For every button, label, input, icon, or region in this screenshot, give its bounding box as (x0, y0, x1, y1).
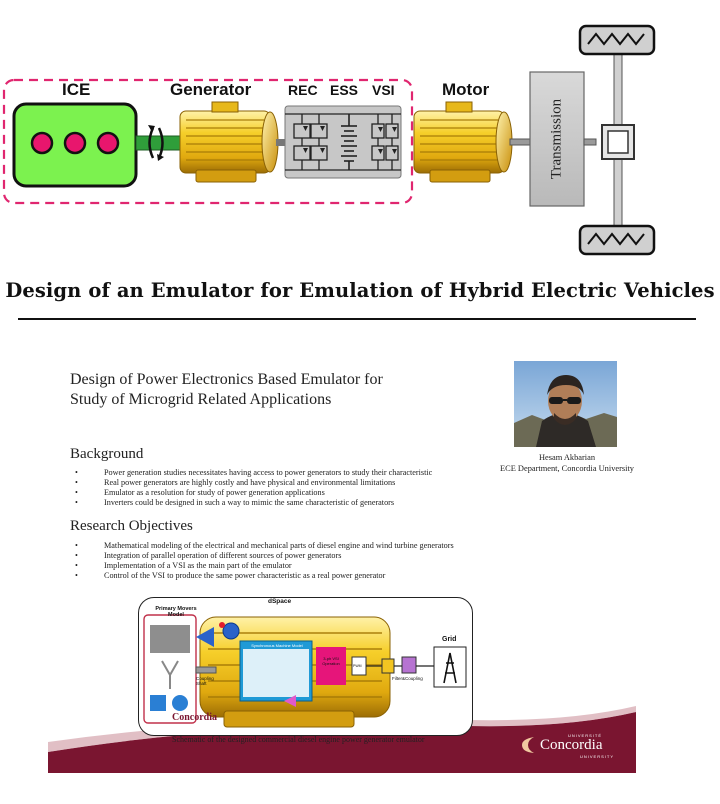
concordia-logo: UNIVERSITÉ Concordia UNIVERSITY (520, 733, 620, 761)
poster-title: Design of Power Electronics Based Emulat… (70, 370, 450, 410)
pwm-label: PWM (353, 664, 362, 668)
list-item: Power generation studies necessitates ha… (72, 468, 432, 478)
author-block: Hesam Akbarian ECE Department, Concordia… (474, 452, 660, 474)
list-item: Integration of parallel operation of dif… (72, 551, 454, 561)
power-converter-box (284, 105, 402, 179)
sync-machine-label: Synchronous Machine Model (251, 643, 303, 648)
title-divider (18, 318, 696, 320)
hev-powertrain-diagram (2, 24, 656, 256)
transmission-label: Transmission (548, 98, 565, 180)
background-list: Power generation studies necessitates ha… (72, 468, 432, 508)
inner-concordia-logo: Concordia (172, 712, 217, 723)
dspace-label: dSpace (268, 598, 292, 605)
top-wheel (578, 24, 656, 56)
concordia-emblem-icon (522, 737, 534, 753)
author-photo (514, 361, 617, 447)
motor-label: Motor (442, 80, 490, 99)
traction-motor (413, 101, 513, 183)
vsi-operation-label: 3-ph VSI Operation (322, 656, 340, 666)
shaft-rotation-icon (135, 125, 181, 161)
hybrid-unit-boundary (2, 78, 414, 205)
ice-label: ICE (62, 80, 91, 99)
ice-engine-block (12, 102, 138, 188)
logo-small-text: UNIVERSITÉ (568, 733, 603, 738)
generator-machine (179, 101, 285, 183)
drive-shaft (509, 138, 531, 146)
author-name: Hesam Akbarian (538, 453, 596, 462)
coupling-shaft-label: Coupling Shaft (196, 676, 214, 686)
filter-label: Filter&Coupling (392, 676, 423, 681)
bottom-wheel (578, 224, 656, 256)
poster-title-line1: Design of Power Electronics Based Emulat… (70, 371, 383, 388)
poster-title-line2: Study of Microgrid Related Applications (70, 391, 332, 408)
list-item: Inverters could be designed in such a wa… (72, 498, 432, 508)
logo-sub-text: UNIVERSITY (580, 754, 615, 759)
schematic-graphics (143, 614, 467, 728)
ess-label: ESS (330, 82, 359, 98)
objectives-list: Mathematical modeling of the electrical … (72, 541, 454, 581)
author-affiliation: ECE Department, Concordia University (500, 464, 634, 473)
logo-main-text: Concordia (540, 737, 603, 753)
list-item: Control of the VSI to produce the same p… (72, 571, 454, 581)
generator-label: Generator (170, 80, 252, 99)
list-item: Implementation of a VSI as the main part… (72, 561, 454, 571)
transmission-box (529, 71, 585, 207)
axle-and-wheels (578, 24, 656, 256)
primary-movers-label: Primary Movers Model (155, 606, 197, 618)
page-title: Design of an Emulator for Emulation of H… (5, 279, 715, 302)
rec-label: REC (288, 82, 318, 98)
schematic-caption: Schematic of the designed commercial die… (172, 735, 425, 744)
objectives-heading: Research Objectives (70, 518, 193, 534)
vsi-label: VSI (372, 82, 395, 98)
list-item: Real power generators are highly costly … (72, 478, 432, 488)
list-item: Emulator as a resolution for study of po… (72, 488, 432, 498)
grid-label: Grid (442, 636, 457, 643)
background-heading: Background (70, 446, 144, 462)
list-item: Mathematical modeling of the electrical … (72, 541, 454, 551)
